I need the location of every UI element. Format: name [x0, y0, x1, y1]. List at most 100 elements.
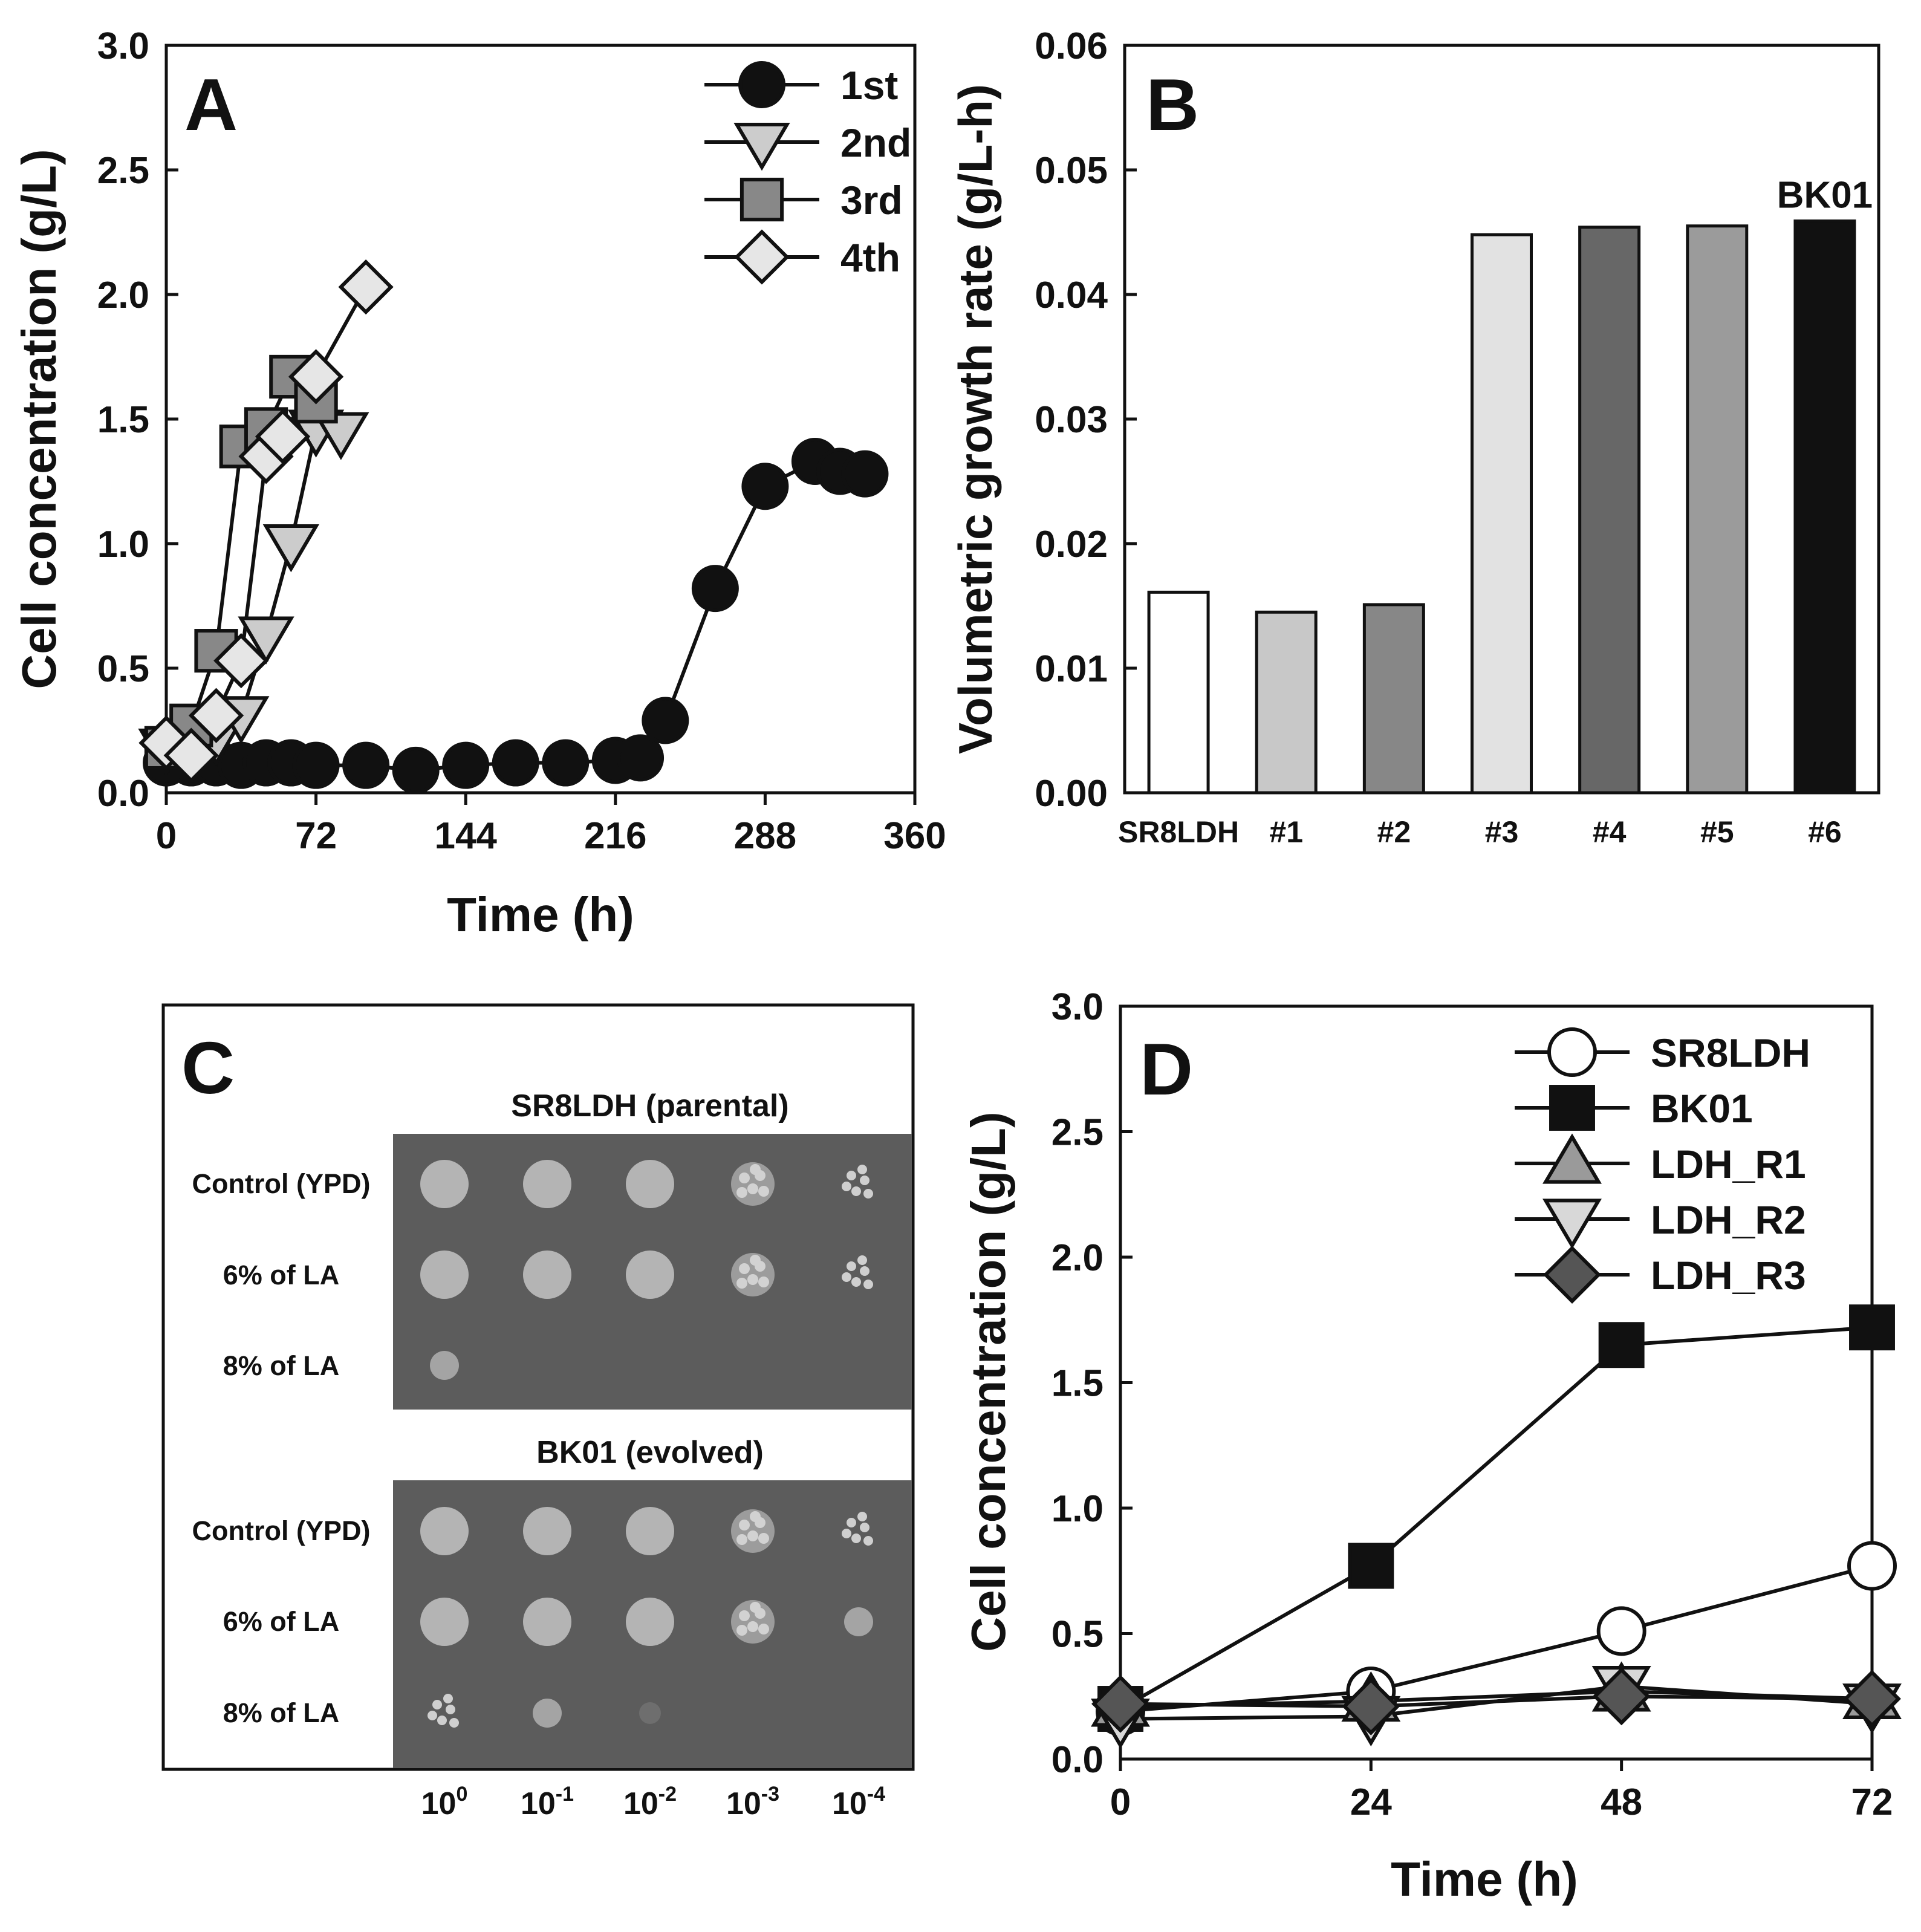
colony-dot-evolved — [437, 1716, 447, 1725]
data-point-LDH_R3 — [1843, 1670, 1901, 1728]
colony-dot-evolved — [449, 1718, 459, 1728]
panel-c-bottom-title: BK01 (evolved) — [536, 1435, 764, 1470]
colony-spot-evolved — [731, 1600, 775, 1644]
colony-dot-evolved — [750, 1511, 761, 1522]
colony-dot-evolved — [758, 1533, 769, 1544]
legend-marker-3rd — [739, 177, 784, 222]
data-point-2nd — [238, 616, 294, 665]
colony-dot-parental — [747, 1183, 758, 1194]
panel-c-top-row-label: 6% of LA — [223, 1260, 340, 1290]
legend-label-LDH_R3: LDH_R3 — [1651, 1253, 1806, 1298]
legend-marker-LDH_R1 — [1542, 1133, 1602, 1184]
legend-label-LDH_R1: LDH_R1 — [1651, 1142, 1806, 1186]
a-x-tick-label: 288 — [734, 815, 796, 857]
bar-#3 — [1471, 233, 1533, 795]
bar-SR8LDH — [1147, 590, 1210, 795]
panel-a-y-axis-label: Cell concentration (g/L) — [12, 149, 66, 689]
colony-dot-evolved — [747, 1530, 758, 1541]
colony-dot-evolved — [847, 1518, 856, 1527]
dilution-label: 10-3 — [726, 1783, 779, 1821]
a-x-tick-label: 72 — [295, 815, 337, 857]
dilution-label: 10-1 — [521, 1783, 574, 1821]
b-y-tick-label: 0.04 — [1035, 275, 1108, 316]
dilution-label: 10-2 — [623, 1783, 677, 1821]
colony-dot-evolved — [758, 1624, 769, 1634]
panel-d-y-axis-label: Cell concentration (g/L) — [961, 1111, 1015, 1651]
panel-c-bottom-row-label: 6% of LA — [223, 1606, 340, 1637]
colony-dot-parental — [842, 1272, 851, 1282]
data-point-BK01 — [1849, 1304, 1895, 1351]
panel-a-letter: A — [184, 63, 238, 146]
panel-a-line-chart: A 0.00.51.01.52.02.53.0 0 72 144 216 288 360 … — [12, 25, 946, 942]
colony-dot-parental — [857, 1165, 867, 1174]
panel-b-x-axis: SR8LDH #1 #2 #3 #4 #5 #6 — [1118, 815, 1842, 849]
a-y-tick-label: 0.0 — [97, 773, 149, 815]
colony-dot-parental — [750, 1164, 761, 1175]
d-x-tick-label: 24 — [1350, 1781, 1392, 1823]
colony-dot-evolved — [842, 1529, 851, 1538]
colony-spot-parental — [731, 1253, 775, 1296]
series-line-SR8LDH — [1120, 1564, 1873, 1714]
data-point-4th — [163, 727, 219, 783]
panel-a-x-axis-label: Time (h) — [447, 888, 634, 942]
panel-d-letter: D — [1140, 1028, 1193, 1110]
colony-spot-parental — [523, 1160, 571, 1208]
panel-c-top-title: SR8LDH (parental) — [511, 1088, 788, 1124]
colony-dot-parental — [842, 1182, 851, 1191]
colony-spot-evolved — [533, 1699, 562, 1728]
panel-d-series-lines — [1119, 1325, 1873, 1721]
a-y-tick-label: 1.5 — [97, 399, 149, 441]
panel-b-y-axis: 0.00 0.01 0.02 0.03 0.04 0.05 0.06 — [1035, 25, 1137, 815]
colony-dot-evolved — [739, 1520, 750, 1530]
legend-label-SR8LDH: SR8LDH — [1651, 1030, 1810, 1075]
a-x-tick-label: 144 — [434, 815, 497, 857]
panel-c-bottom-row-label: Control (YPD) — [192, 1515, 371, 1546]
legend-label-LDH_R2: LDH_R2 — [1651, 1197, 1806, 1242]
colony-dot-evolved — [851, 1534, 861, 1543]
colony-dot-evolved — [446, 1705, 455, 1714]
colony-dot-parental — [863, 1189, 873, 1199]
data-point-1st — [841, 450, 889, 498]
colony-dot-parental — [851, 1277, 861, 1287]
colony-dot-parental — [860, 1266, 869, 1276]
colony-dot-parental — [847, 1261, 856, 1271]
colony-dot-evolved — [863, 1536, 873, 1546]
panel-c-top-row-label: 8% of LA — [223, 1350, 340, 1381]
a-x-tick-label: 0 — [156, 815, 177, 857]
panel-c-top-row-label: Control (YPD) — [192, 1168, 371, 1199]
b-y-tick-label: 0.02 — [1035, 524, 1108, 565]
colony-spot-evolved — [420, 1507, 469, 1555]
colony-dot-evolved — [857, 1512, 867, 1521]
colony-spot-evolved — [842, 1512, 873, 1546]
colony-dot-evolved — [739, 1610, 750, 1621]
a-y-tick-label: 2.5 — [97, 150, 149, 192]
colony-dot-parental — [857, 1255, 867, 1265]
legend-label-3rd: 3rd — [840, 178, 903, 223]
b-y-tick-label: 0.01 — [1035, 648, 1108, 690]
data-point-1st — [342, 741, 390, 789]
legend-marker-4th — [734, 229, 790, 285]
colony-spot-evolved — [626, 1598, 674, 1646]
legend-marker-SR8LDH — [1547, 1027, 1597, 1077]
legend-marker-LDH_R3 — [1543, 1246, 1601, 1304]
legend-label-4th: 4th — [840, 235, 900, 280]
bar-#2 — [1362, 603, 1425, 795]
a-y-tick-label: 1.0 — [97, 524, 149, 565]
panel-c-evolved-spots — [420, 1507, 873, 1728]
panel-d-x-axis-label: Time (h) — [1391, 1852, 1578, 1906]
dilution-label: 100 — [421, 1783, 468, 1821]
data-point-BK01 — [1348, 1543, 1394, 1589]
d-y-tick-label: 1.0 — [1052, 1488, 1104, 1530]
data-point-1st — [691, 565, 739, 613]
data-point-4th — [288, 349, 344, 405]
colony-dot-parental — [736, 1278, 747, 1289]
panel-a-legend: 1st 2nd 3rd 4th — [704, 61, 911, 285]
panel-c-spot-assay: C SR8LDH (parental) Control (YPD) 6% of … — [161, 1003, 915, 1821]
colony-spot-parental — [731, 1162, 775, 1206]
bar-#1 — [1255, 610, 1318, 795]
data-point-1st — [292, 741, 340, 789]
a-x-tick-label: 360 — [883, 815, 946, 857]
colony-spot-parental — [420, 1251, 469, 1299]
panel-b-bars — [1147, 219, 1856, 795]
colony-spot-parental — [430, 1351, 459, 1380]
